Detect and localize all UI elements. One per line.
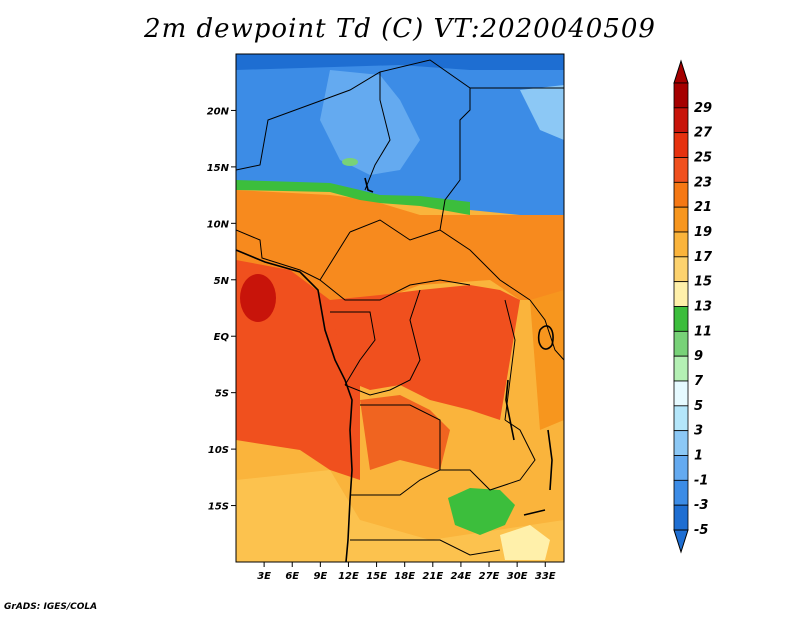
colorbar-top-arrow [673,59,689,84]
colorbar-swatch [673,281,689,307]
colorbar-swatch [673,479,689,506]
lat-tick-label: 5S [215,389,229,400]
field-sahara-lightblue [320,70,420,175]
colorbar-label: -3 [694,498,708,513]
lat-tick-label: 20N [207,106,230,117]
border-sudan-car [439,179,531,301]
colorbar-label: 15 [694,275,712,290]
colorbar-label: 23 [694,175,712,190]
colorbar-label: 21 [694,200,712,215]
field-east-orange [530,290,564,430]
lon-tick-label: 27E [479,571,500,582]
colorbar-swatch [673,355,689,382]
lon-tick-label: 24E [451,571,472,582]
lake-tanganyika [505,379,515,441]
border-niger-chad [364,72,391,191]
map-frame [235,53,565,563]
colorbar-label: -5 [694,523,708,538]
colorbar-label: 13 [694,300,712,315]
field-sahel-green [236,180,470,215]
colorbar-swatch [673,430,689,456]
colorbar-label: -1 [694,473,708,488]
field-south-orange [236,470,564,562]
lat-tick-label: 10N [207,219,230,230]
colorbar-label: 3 [694,424,703,439]
lon-tick-label: 12E [338,571,359,582]
latitude-axis: 20N 15N 10N 5N EQ 5S 10S 15S [207,106,236,513]
field-zambia-green [448,488,515,535]
colorbar-label: 5 [694,399,703,414]
colorbar-swatch [673,455,689,481]
field-green-patch [342,158,358,166]
chart-title: 2m dewpoint Td (C) VT:2020040509 [144,14,656,44]
colorbar-swatch [673,330,689,357]
lon-tick-label: 15E [366,571,387,582]
country-borders [236,59,564,556]
colorbar-swatch [673,231,689,258]
colorbar-swatch [673,132,689,158]
lon-tick-label: 6E [285,571,299,582]
lon-tick-label: 21E [422,571,443,582]
colorbar-label: 7 [694,374,704,389]
colorbar: 29 27 25 23 21 19 17 15 13 11 9 7 5 3 1 -1 -3 -5 [673,59,713,554]
lon-tick-label: 18E [394,571,415,582]
border-nigeria [236,229,351,281]
colorbar-swatch [673,181,689,208]
border-sahara-west [236,59,471,180]
colorbar-swatch [673,157,689,183]
colorbar-swatch [673,256,689,283]
colorbar-label: 17 [694,250,713,265]
field-south-yellow [500,525,550,560]
border-gabon-congo [330,311,376,386]
colorbar-swatch [673,206,689,233]
longitude-axis: 3E 6E 9E 12E 15E 18E 21E 24E 27E 30E 33E [257,562,556,582]
colorbar-label: 9 [694,349,703,364]
border-car-chad [349,219,441,241]
border-zambia [440,419,536,491]
lat-tick-label: 15S [208,502,229,513]
lat-tick-label: EQ [214,332,230,343]
grads-credit: GrADS: IGES/COLA [4,602,98,612]
atlantic-coastline [236,249,353,562]
lat-tick-label: 15N [207,163,230,174]
colorbar-swatch [673,82,689,109]
colorbar-label: 19 [694,225,712,240]
border-uganda-kenya [529,299,564,361]
colorbar-label: 1 [694,449,703,464]
colorbar-swatch [673,107,689,134]
lake-victoria [537,325,554,350]
colorbar-swatch [673,306,689,332]
colorbar-label: 29 [694,101,712,116]
colorbar-label: 27 [694,126,713,141]
border-cameroon-car [319,279,471,301]
lake-malawi [547,429,553,491]
coastlines-lakes [236,177,554,562]
lon-tick-label: 3E [257,571,271,582]
lon-tick-label: 33E [535,571,556,582]
lake-chad [364,177,374,193]
border-congo-drc [344,289,421,396]
colorbar-swatch [673,405,689,432]
lat-tick-label: 5N [214,276,230,287]
field-deep-red-core [240,274,276,322]
colorbar-label: 25 [694,151,712,166]
colorbar-bottom-arrow [673,529,689,554]
field-congo-redorange [330,285,520,420]
lake-kariba [523,509,546,516]
field-ne-lightblue [520,85,564,140]
field-north-dark-blue [236,54,564,70]
border-east-drc [504,299,516,421]
colorbar-swatch [673,504,689,531]
colorbar-label: 11 [694,324,712,339]
lon-tick-label: 30E [507,571,528,582]
lon-tick-label: 9E [313,571,327,582]
colorbar-swatch [673,380,689,407]
dewpoint-field [236,54,564,562]
lat-tick-label: 10S [208,445,229,456]
border-namibia [350,539,501,556]
